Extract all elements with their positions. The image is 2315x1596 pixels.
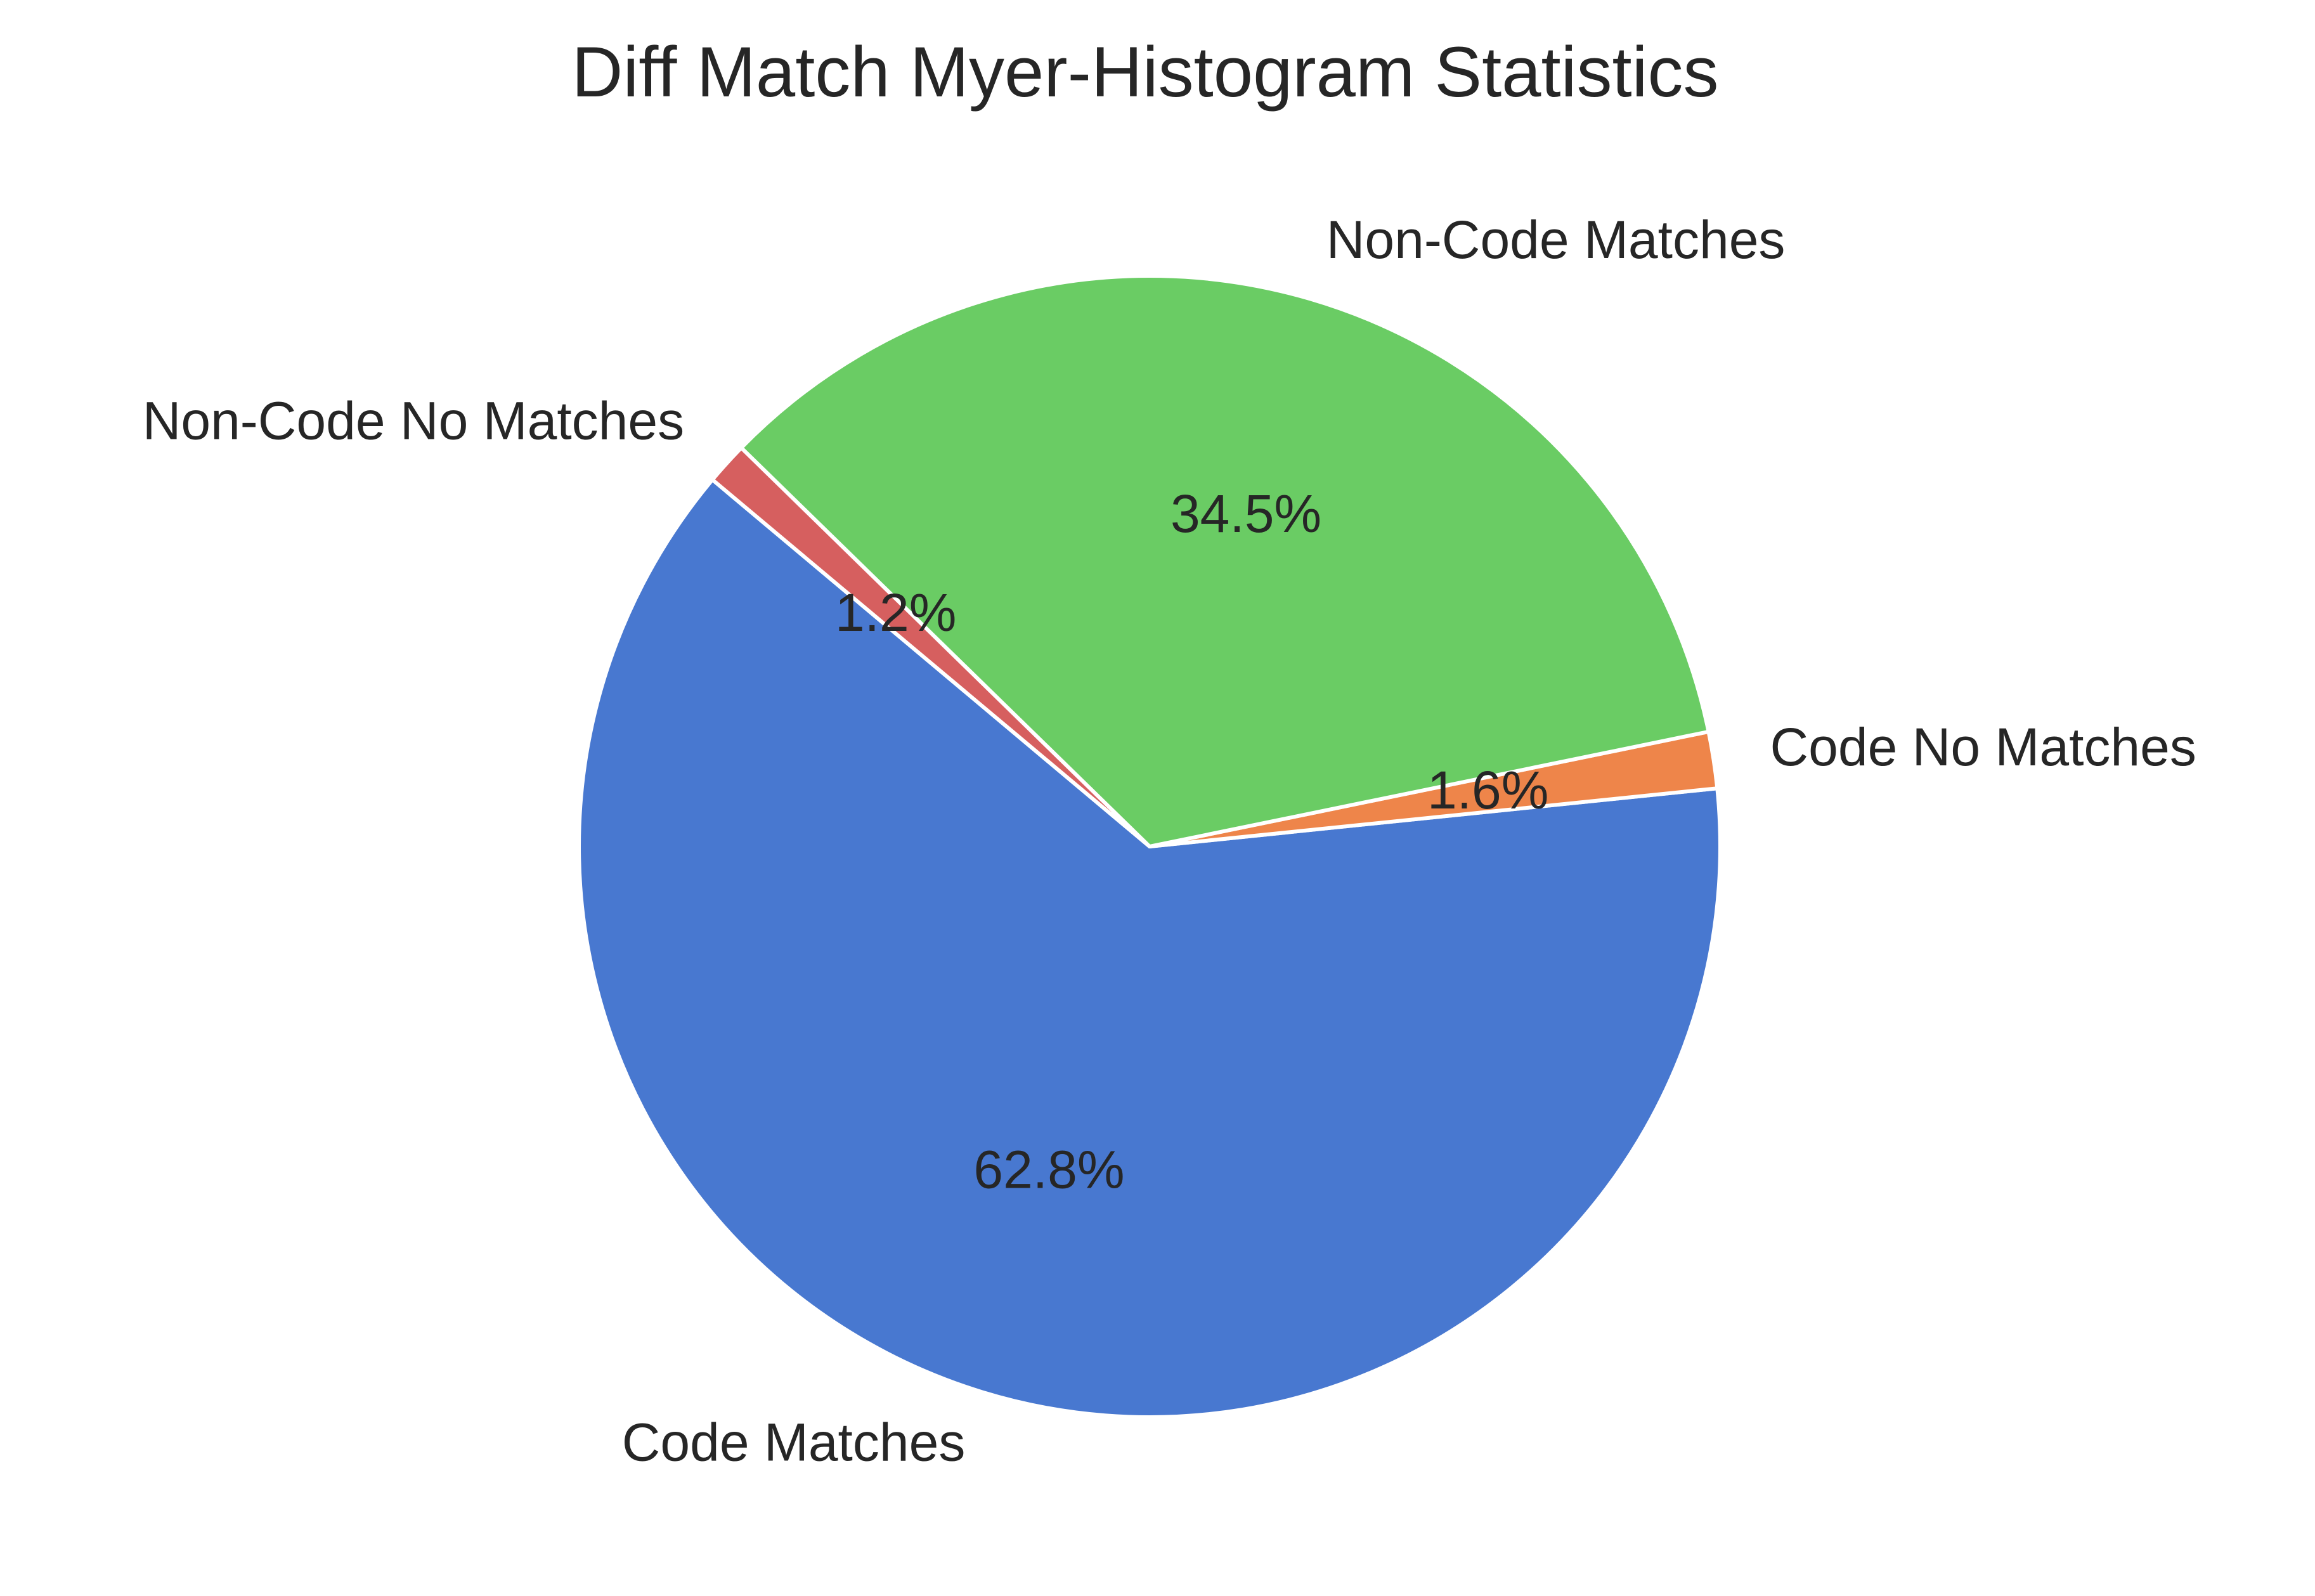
- pie-slice-non-code-no-matches: [710, 446, 1151, 848]
- slice-percent-non-code-matches: 34.5%: [1170, 484, 1321, 543]
- slice-label-non-code-matches: Non-Code Matches: [1326, 210, 1786, 269]
- slice-percent-code-no-matches: 1.6%: [1427, 760, 1548, 820]
- pie-slice-non-code-matches: [739, 274, 1711, 848]
- chart-title: Diff Match Myer-Histogram Statistics: [572, 32, 1719, 112]
- pie-slices: [577, 274, 1722, 1419]
- slice-percent-code-matches: 62.8%: [973, 1139, 1124, 1199]
- slice-percent-non-code-no-matches: 1.2%: [835, 583, 956, 642]
- slice-label-code-matches: Code Matches: [622, 1413, 966, 1472]
- pie-slice-code-matches: [577, 477, 1722, 1419]
- pie-labels: Code Matches 62.8% Code No Matches 1.6% Non-…: [143, 210, 2196, 1472]
- slice-label-code-no-matches: Code No Matches: [1770, 717, 2196, 777]
- slice-label-non-code-no-matches: Non-Code No Matches: [143, 391, 684, 451]
